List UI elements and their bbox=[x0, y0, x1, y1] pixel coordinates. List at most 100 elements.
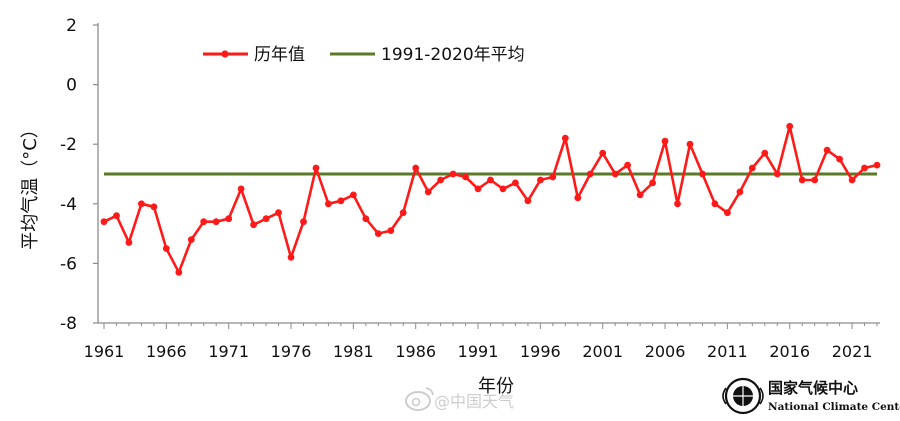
data-point bbox=[412, 164, 420, 172]
x-tick-label: 1976 bbox=[271, 342, 312, 361]
data-point bbox=[374, 230, 382, 238]
data-point bbox=[537, 176, 544, 184]
data-point bbox=[798, 176, 806, 184]
data-point bbox=[250, 221, 257, 229]
data-point bbox=[686, 140, 694, 148]
data-point bbox=[574, 194, 582, 202]
data-point bbox=[811, 176, 819, 184]
data-point bbox=[200, 218, 208, 226]
data-point bbox=[624, 161, 631, 169]
logo-name-cn: 国家气候中心 bbox=[768, 379, 858, 397]
data-point bbox=[437, 176, 444, 184]
data-point bbox=[661, 137, 669, 145]
data-point bbox=[649, 179, 656, 187]
x-tick-label: 1986 bbox=[395, 342, 436, 361]
y-tick-label: 0 bbox=[66, 76, 77, 96]
data-point bbox=[611, 170, 619, 178]
series-0-line bbox=[103, 125, 878, 274]
x-tick-label: 2006 bbox=[645, 342, 686, 361]
legend-marker-series-0 bbox=[221, 50, 229, 58]
logo-name-en: National Climate Center bbox=[768, 401, 900, 413]
y-tick-label: -4 bbox=[60, 195, 77, 215]
data-point bbox=[362, 215, 370, 223]
data-point bbox=[474, 185, 482, 193]
data-point bbox=[823, 146, 831, 154]
data-point bbox=[462, 173, 469, 181]
data-point bbox=[237, 185, 245, 193]
y-tick-labels: 2 0 -2 -4 -6 -8 bbox=[60, 16, 98, 334]
data-point bbox=[225, 215, 233, 223]
x-tick-label: 1996 bbox=[520, 342, 561, 361]
series-layer bbox=[100, 122, 881, 276]
data-point bbox=[337, 197, 345, 205]
y-axis-title: 平均气温（°C） bbox=[20, 120, 41, 250]
data-point bbox=[350, 191, 357, 199]
data-point bbox=[549, 173, 557, 181]
data-point bbox=[848, 176, 856, 184]
data-point bbox=[138, 200, 145, 208]
x-tick-label: 2011 bbox=[707, 342, 748, 361]
data-point bbox=[399, 209, 407, 217]
data-point bbox=[125, 239, 133, 246]
data-point bbox=[736, 188, 744, 196]
wmo-globe-icon bbox=[722, 377, 764, 415]
logo: 国家气候中心 National Climate Center bbox=[722, 377, 900, 415]
data-point bbox=[599, 149, 607, 157]
data-point bbox=[162, 245, 170, 252]
y-tick-label: 2 bbox=[66, 16, 77, 36]
data-point bbox=[499, 185, 507, 193]
watermark-text: @中国天气 bbox=[434, 392, 514, 411]
data-point bbox=[487, 176, 494, 184]
data-point bbox=[275, 209, 282, 217]
data-point bbox=[748, 164, 756, 172]
data-point bbox=[524, 197, 532, 205]
x-tick-label: 2001 bbox=[582, 342, 623, 361]
data-point bbox=[175, 268, 183, 276]
data-point bbox=[387, 227, 395, 235]
data-point bbox=[561, 134, 569, 142]
watermark: @中国天气 bbox=[405, 387, 514, 411]
data-point bbox=[212, 218, 220, 226]
weibo-icon bbox=[405, 387, 434, 411]
data-point bbox=[187, 236, 195, 244]
x-tick-label: 1961 bbox=[84, 342, 125, 361]
data-point bbox=[836, 155, 843, 163]
x-tick-label: 1991 bbox=[458, 342, 499, 361]
data-point bbox=[699, 170, 706, 178]
data-point bbox=[100, 218, 108, 226]
x-tick-label: 1966 bbox=[146, 342, 187, 361]
data-point bbox=[449, 170, 457, 178]
data-point bbox=[113, 212, 120, 220]
y-tick-label: -8 bbox=[60, 314, 77, 334]
data-point bbox=[312, 164, 320, 172]
data-point bbox=[761, 149, 769, 157]
legend-label-series-0: 历年值 bbox=[254, 45, 305, 65]
data-point bbox=[786, 122, 794, 130]
legend-label-series-1: 1991-2020年平均 bbox=[381, 45, 525, 65]
data-point bbox=[711, 200, 719, 208]
x-tick-label: 1981 bbox=[333, 342, 374, 361]
data-point bbox=[325, 200, 332, 208]
x-tick-label: 1971 bbox=[208, 342, 249, 361]
data-point bbox=[300, 218, 307, 226]
data-point bbox=[773, 170, 781, 178]
y-tick-label: -2 bbox=[60, 135, 77, 155]
x-axis-title: 年份 bbox=[478, 376, 514, 397]
data-point bbox=[586, 170, 594, 178]
data-point bbox=[873, 161, 881, 169]
data-point bbox=[724, 209, 731, 217]
data-point bbox=[424, 188, 432, 196]
data-point bbox=[674, 200, 681, 208]
data-point bbox=[262, 215, 270, 223]
data-point bbox=[150, 203, 158, 211]
y-tick-label: -6 bbox=[60, 254, 77, 274]
data-point bbox=[861, 164, 868, 172]
series-0 bbox=[100, 122, 881, 276]
data-point bbox=[287, 254, 295, 261]
x-tick-labels: 1961 1966 1971 1976 1981 1986 1991 1996 2001 2006… bbox=[84, 323, 878, 361]
data-point bbox=[512, 179, 519, 187]
x-tick-label: 2021 bbox=[832, 342, 873, 361]
legend: 历年值 1991-2020年平均 bbox=[203, 45, 525, 65]
data-point bbox=[636, 191, 644, 199]
